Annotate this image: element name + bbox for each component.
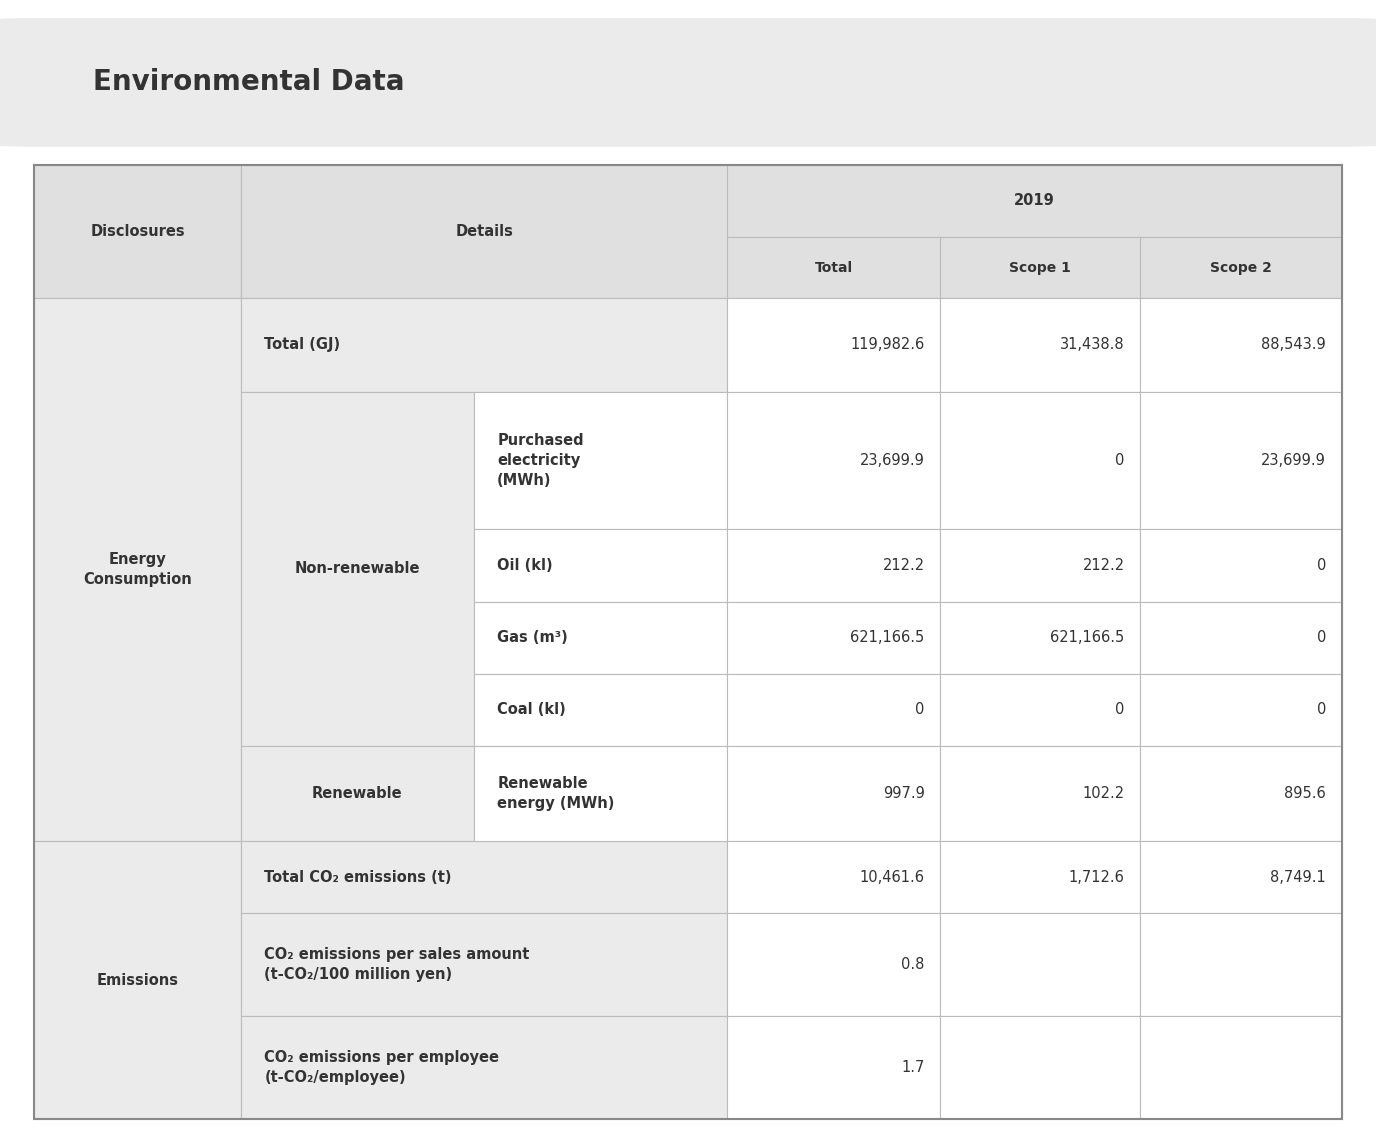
- Text: 212.2: 212.2: [882, 558, 925, 573]
- Bar: [1141, 529, 1342, 602]
- Bar: [727, 1016, 940, 1119]
- Text: 88,543.9: 88,543.9: [1262, 337, 1326, 352]
- Bar: [940, 674, 1141, 745]
- Text: Coal (kl): Coal (kl): [497, 702, 566, 717]
- Bar: [940, 299, 1141, 392]
- Bar: [940, 1016, 1141, 1119]
- Text: Oil (kl): Oil (kl): [497, 558, 553, 573]
- Bar: [727, 841, 940, 913]
- Bar: [727, 674, 940, 745]
- Bar: [727, 913, 940, 1016]
- Text: 0: 0: [915, 702, 925, 717]
- Text: 0.8: 0.8: [901, 958, 925, 972]
- Text: Disclosures: Disclosures: [91, 224, 184, 239]
- Text: Energy
Consumption: Energy Consumption: [84, 552, 193, 587]
- Bar: [727, 236, 940, 299]
- Bar: [473, 745, 727, 841]
- Text: Renewable: Renewable: [312, 786, 403, 801]
- Text: Total (GJ): Total (GJ): [264, 337, 341, 352]
- Text: Purchased
electricity
(MWh): Purchased electricity (MWh): [497, 433, 583, 487]
- Text: 621,166.5: 621,166.5: [850, 630, 925, 645]
- Text: 31,438.8: 31,438.8: [1060, 337, 1124, 352]
- Text: 8,749.1: 8,749.1: [1270, 870, 1326, 885]
- Bar: [241, 841, 727, 913]
- Bar: [727, 165, 1342, 236]
- Bar: [473, 602, 727, 674]
- Text: Scope 1: Scope 1: [1010, 260, 1072, 275]
- Text: Total CO₂ emissions (t): Total CO₂ emissions (t): [264, 870, 451, 885]
- Text: 10,461.6: 10,461.6: [860, 870, 925, 885]
- Bar: [940, 913, 1141, 1016]
- Text: 1.7: 1.7: [901, 1060, 925, 1075]
- Bar: [1141, 841, 1342, 913]
- Bar: [241, 165, 727, 299]
- Text: Details: Details: [455, 224, 513, 239]
- Bar: [940, 236, 1141, 299]
- Text: 997.9: 997.9: [883, 786, 925, 801]
- Text: Non-renewable: Non-renewable: [294, 561, 420, 576]
- Text: CO₂ emissions per sales amount
(t-CO₂/100 million yen): CO₂ emissions per sales amount (t-CO₂/10…: [264, 947, 530, 983]
- Text: 1,712.6: 1,712.6: [1069, 870, 1124, 885]
- Bar: [1141, 392, 1342, 529]
- Text: Renewable
energy (MWh): Renewable energy (MWh): [497, 776, 615, 811]
- Text: 23,699.9: 23,699.9: [860, 453, 925, 468]
- Bar: [1141, 745, 1342, 841]
- Bar: [34, 165, 241, 299]
- Text: Environmental Data: Environmental Data: [94, 68, 405, 97]
- Bar: [241, 913, 727, 1016]
- Bar: [1141, 299, 1342, 392]
- Bar: [473, 392, 727, 529]
- Bar: [241, 392, 473, 745]
- Text: Total: Total: [815, 260, 853, 275]
- Bar: [1141, 1016, 1342, 1119]
- Bar: [940, 602, 1141, 674]
- Bar: [473, 529, 727, 602]
- Bar: [727, 602, 940, 674]
- Text: 23,699.9: 23,699.9: [1260, 453, 1326, 468]
- Bar: [940, 745, 1141, 841]
- Bar: [241, 745, 473, 841]
- Text: 0: 0: [1317, 630, 1326, 645]
- Bar: [1141, 602, 1342, 674]
- Text: 0: 0: [1115, 702, 1124, 717]
- Bar: [727, 745, 940, 841]
- Bar: [940, 841, 1141, 913]
- Text: 0: 0: [1317, 702, 1326, 717]
- Text: 0: 0: [1317, 558, 1326, 573]
- Bar: [940, 392, 1141, 529]
- FancyBboxPatch shape: [0, 18, 1376, 147]
- Text: CO₂ emissions per employee
(t-CO₂/employee): CO₂ emissions per employee (t-CO₂/employ…: [264, 1050, 499, 1085]
- Text: 895.6: 895.6: [1284, 786, 1326, 801]
- Bar: [1141, 236, 1342, 299]
- Text: 102.2: 102.2: [1083, 786, 1124, 801]
- Bar: [473, 674, 727, 745]
- Text: Gas (m³): Gas (m³): [497, 630, 568, 645]
- Bar: [727, 529, 940, 602]
- Bar: [241, 299, 727, 392]
- Bar: [940, 529, 1141, 602]
- Text: 0: 0: [1115, 453, 1124, 468]
- Bar: [241, 1016, 727, 1119]
- Text: Emissions: Emissions: [96, 972, 179, 987]
- Bar: [34, 841, 241, 1119]
- Text: Scope 2: Scope 2: [1210, 260, 1271, 275]
- Bar: [1141, 674, 1342, 745]
- Text: 212.2: 212.2: [1083, 558, 1124, 573]
- Text: 119,982.6: 119,982.6: [850, 337, 925, 352]
- Text: 2019: 2019: [1014, 193, 1055, 208]
- Bar: [727, 392, 940, 529]
- Bar: [34, 299, 241, 841]
- Bar: [727, 299, 940, 392]
- Bar: [1141, 913, 1342, 1016]
- Text: 621,166.5: 621,166.5: [1050, 630, 1124, 645]
